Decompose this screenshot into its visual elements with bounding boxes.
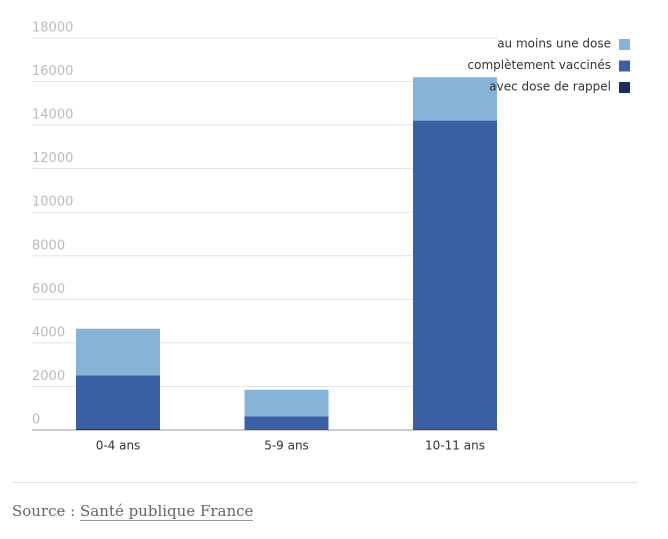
- y-tick-label: 18000: [32, 21, 73, 36]
- y-tick-label: 2000: [32, 369, 65, 384]
- x-tick-label: 5-9 ans: [264, 439, 309, 453]
- source-label: Source :: [12, 502, 76, 520]
- y-tick-label: 4000: [32, 325, 65, 340]
- y-tick-label: 0: [32, 413, 40, 428]
- chart: 0 2000 4000 6000 8000 10000 12000 14000 16000 180…: [32, 21, 630, 453]
- legend-label: complètement vaccinés: [468, 58, 611, 72]
- separator: [12, 482, 638, 483]
- y-tick-label: 16000: [32, 64, 73, 79]
- bar: [76, 375, 160, 430]
- bar: [76, 429, 160, 430]
- bar: [413, 120, 497, 430]
- bar: [244, 416, 329, 430]
- y-tick-label: 6000: [32, 282, 65, 297]
- source: Source : Santé publique France: [12, 502, 254, 521]
- x-tick-label: 10-11 ans: [425, 439, 485, 453]
- legend-label: au moins une dose: [497, 37, 611, 51]
- x-tick-label: 0-4 ans: [96, 439, 141, 453]
- y-tick-label: 12000: [32, 151, 73, 166]
- source-link[interactable]: Santé publique France: [80, 502, 254, 521]
- legend-swatch: [619, 60, 630, 72]
- y-tick-label: 14000: [32, 108, 73, 123]
- legend-swatch: [619, 82, 630, 93]
- y-tick-label: 8000: [32, 238, 65, 253]
- y-tick-label: 10000: [32, 195, 73, 210]
- legend-label: avec dose de rappel: [489, 80, 611, 94]
- legend-swatch: [619, 39, 630, 50]
